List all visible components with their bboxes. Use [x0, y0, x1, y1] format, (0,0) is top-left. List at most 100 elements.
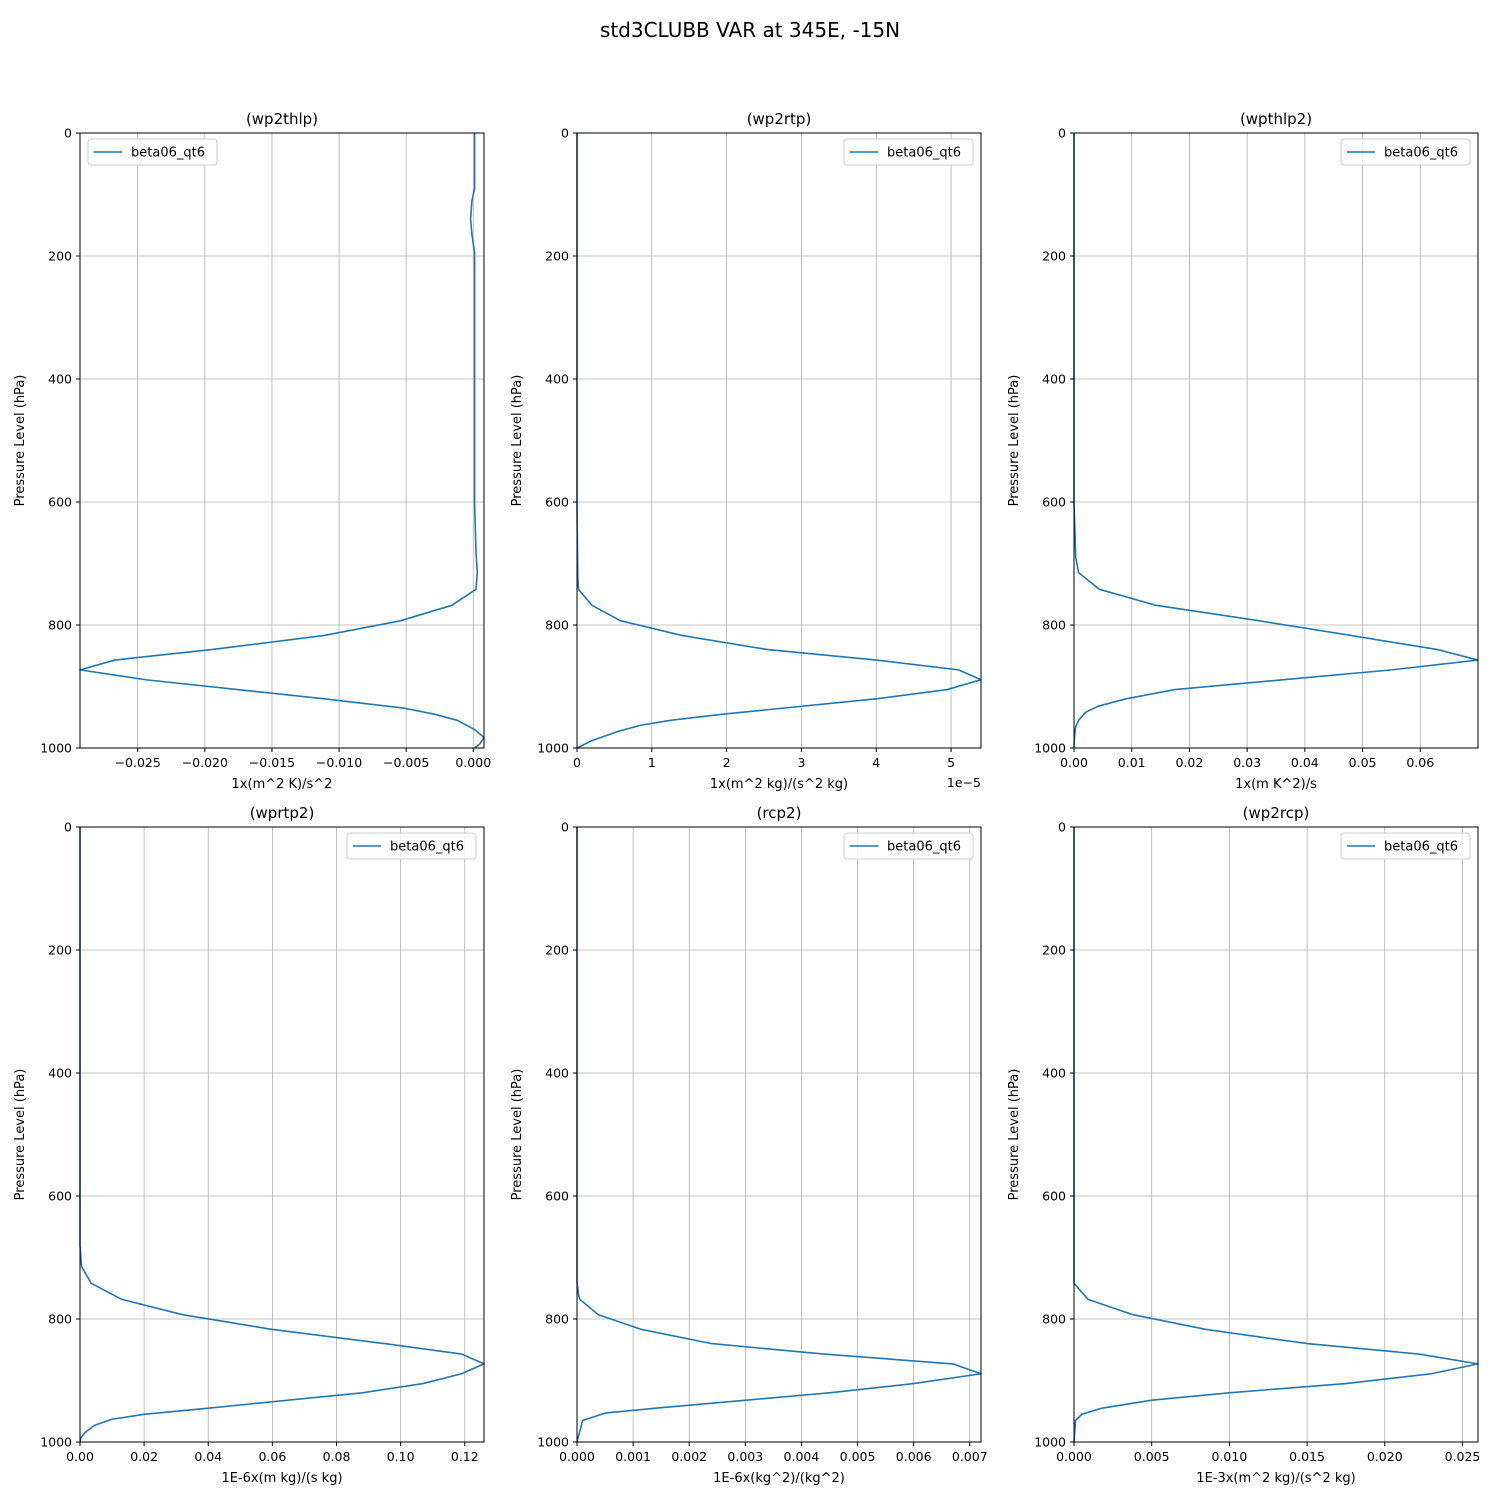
- x-tick-label: 0: [573, 755, 581, 770]
- x-tick-label: 0.025: [1445, 1449, 1481, 1464]
- y-tick-label: 200: [545, 943, 569, 958]
- x-tick-label: 3: [797, 755, 805, 770]
- y-tick-label: 0: [561, 820, 569, 835]
- x-tick-label: 0.010: [1211, 1449, 1247, 1464]
- y-tick-label: 0: [64, 820, 72, 835]
- x-tick-label: 0.000: [455, 755, 491, 770]
- y-tick-label: 200: [48, 249, 72, 264]
- legend-label: beta06_qt6: [390, 840, 464, 855]
- axes-frame: [79, 132, 485, 749]
- x-axis-label: 1x(m^2 kg)/(s^2 kg): [710, 777, 848, 792]
- x-axis-label: 1x(m^2 K)/s^2: [232, 777, 333, 792]
- legend-label: beta06_qt6: [131, 146, 205, 161]
- x-tick-label: −0.010: [316, 755, 362, 770]
- y-tick-label: 600: [48, 1189, 72, 1204]
- x-tick-label: 0.000: [559, 1449, 595, 1464]
- x-axis-label: 1E-6x(m kg)/(s kg): [221, 1471, 342, 1486]
- y-axis-label: Pressure Level (hPa): [1007, 1069, 1022, 1201]
- figure-title: std3CLUBB VAR at 345E, -15N: [600, 18, 900, 42]
- x-tick-label: 0.006: [896, 1449, 932, 1464]
- x-tick-label: −0.020: [182, 755, 228, 770]
- y-axis-label: Pressure Level (hPa): [1007, 375, 1022, 507]
- x-axis-label: 1x(m K^2)/s: [1235, 777, 1317, 792]
- x-axis-label: 1E-3x(m^2 kg)/(s^2 kg): [1196, 1471, 1355, 1486]
- x-tick-label: 0.00: [1060, 755, 1088, 770]
- y-tick-label: 800: [1042, 1312, 1066, 1327]
- x-tick-label: 0.020: [1367, 1449, 1403, 1464]
- x-axis-label: 1E-6x(kg^2)/(kg^2): [713, 1471, 845, 1486]
- x-tick-label: 0.06: [258, 1449, 286, 1464]
- y-tick-label: 800: [48, 1312, 72, 1327]
- x-tick-label: 0.005: [840, 1449, 876, 1464]
- y-tick-label: 200: [545, 249, 569, 264]
- x-tick-label: 0.10: [387, 1449, 415, 1464]
- legend: beta06_qt6: [346, 832, 477, 860]
- series-line-beta06_qt6: [79, 133, 485, 749]
- x-tick-label: 0.002: [671, 1449, 707, 1464]
- y-tick-label: 1000: [537, 741, 569, 756]
- series-line-beta06_qt6: [576, 133, 982, 749]
- x-tick-label: 0.015: [1289, 1449, 1325, 1464]
- x-tick-label: 0.02: [130, 1449, 158, 1464]
- y-tick-label: 200: [48, 943, 72, 958]
- x-tick-label: 0.06: [1406, 755, 1434, 770]
- y-tick-label: 0: [561, 126, 569, 141]
- axes-frame: [1073, 132, 1479, 749]
- axes-frame: [79, 826, 485, 1443]
- panel-title: (rcp2): [757, 804, 802, 822]
- x-tick-label: 0.04: [194, 1449, 222, 1464]
- series-line-beta06_qt6: [1073, 827, 1479, 1443]
- panel-title: (wp2rcp): [1243, 804, 1310, 822]
- x-offset-text: 1e−5: [947, 775, 981, 790]
- x-tick-label: 0.004: [784, 1449, 820, 1464]
- x-tick-label: 0.000: [1056, 1449, 1092, 1464]
- y-tick-label: 0: [1058, 126, 1066, 141]
- x-tick-label: 0.01: [1118, 755, 1146, 770]
- x-tick-label: 0.12: [451, 1449, 479, 1464]
- legend-box: [1340, 832, 1471, 860]
- x-tick-label: −0.025: [115, 755, 161, 770]
- axes-frame: [576, 132, 982, 749]
- legend-label: beta06_qt6: [1384, 840, 1458, 855]
- y-tick-label: 400: [545, 372, 569, 387]
- y-tick-label: 400: [48, 1066, 72, 1081]
- x-tick-label: 0.00: [66, 1449, 94, 1464]
- panel-title: (wpthlp2): [1240, 110, 1312, 128]
- y-tick-label: 1000: [40, 741, 72, 756]
- panel-1: −0.025 −0.020 −0.015 −0.010 −0.005 0.000 0 200 4…: [13, 110, 491, 792]
- y-tick-label: 0: [1058, 820, 1066, 835]
- x-tick-label: 0.03: [1233, 755, 1261, 770]
- x-tick-label: 1: [648, 755, 656, 770]
- x-tick-label: 0.005: [1134, 1449, 1170, 1464]
- legend-label: beta06_qt6: [887, 840, 961, 855]
- panels: −0.025 −0.020 −0.015 −0.010 −0.005 0.00002004…: [13, 110, 1480, 1486]
- legend: beta06_qt6: [1340, 138, 1471, 166]
- axes-frame: [1073, 826, 1479, 1443]
- axes-frame: [576, 826, 982, 1443]
- legend: beta06_qt6: [1340, 832, 1471, 860]
- panel-3: 0.00 0.01 0.02 0.03 0.04 0.05 0.06 0 200 400 600 80…: [1007, 110, 1479, 792]
- x-tick-label: 0.001: [615, 1449, 651, 1464]
- legend-box: [843, 832, 974, 860]
- y-tick-label: 1000: [537, 1435, 569, 1450]
- legend-label: beta06_qt6: [887, 146, 961, 161]
- y-tick-label: 0: [64, 126, 72, 141]
- panel-5: 0.000 0.001 0.002 0.003 0.004 0.005 0.006 0.007…: [510, 804, 988, 1486]
- y-tick-label: 1000: [1034, 741, 1066, 756]
- legend: beta06_qt6: [87, 138, 218, 166]
- series-line-beta06_qt6: [79, 827, 485, 1443]
- y-tick-label: 800: [1042, 618, 1066, 633]
- x-tick-label: 2: [723, 755, 731, 770]
- panel-title: (wp2rtp): [747, 110, 812, 128]
- y-tick-label: 600: [1042, 1189, 1066, 1204]
- y-tick-label: 600: [545, 1189, 569, 1204]
- y-tick-label: 600: [1042, 495, 1066, 510]
- x-tick-label: 4: [872, 755, 880, 770]
- x-tick-label: 0.003: [727, 1449, 763, 1464]
- y-tick-label: 200: [1042, 943, 1066, 958]
- y-tick-label: 400: [545, 1066, 569, 1081]
- legend-box: [843, 138, 974, 166]
- series-line-beta06_qt6: [576, 827, 982, 1443]
